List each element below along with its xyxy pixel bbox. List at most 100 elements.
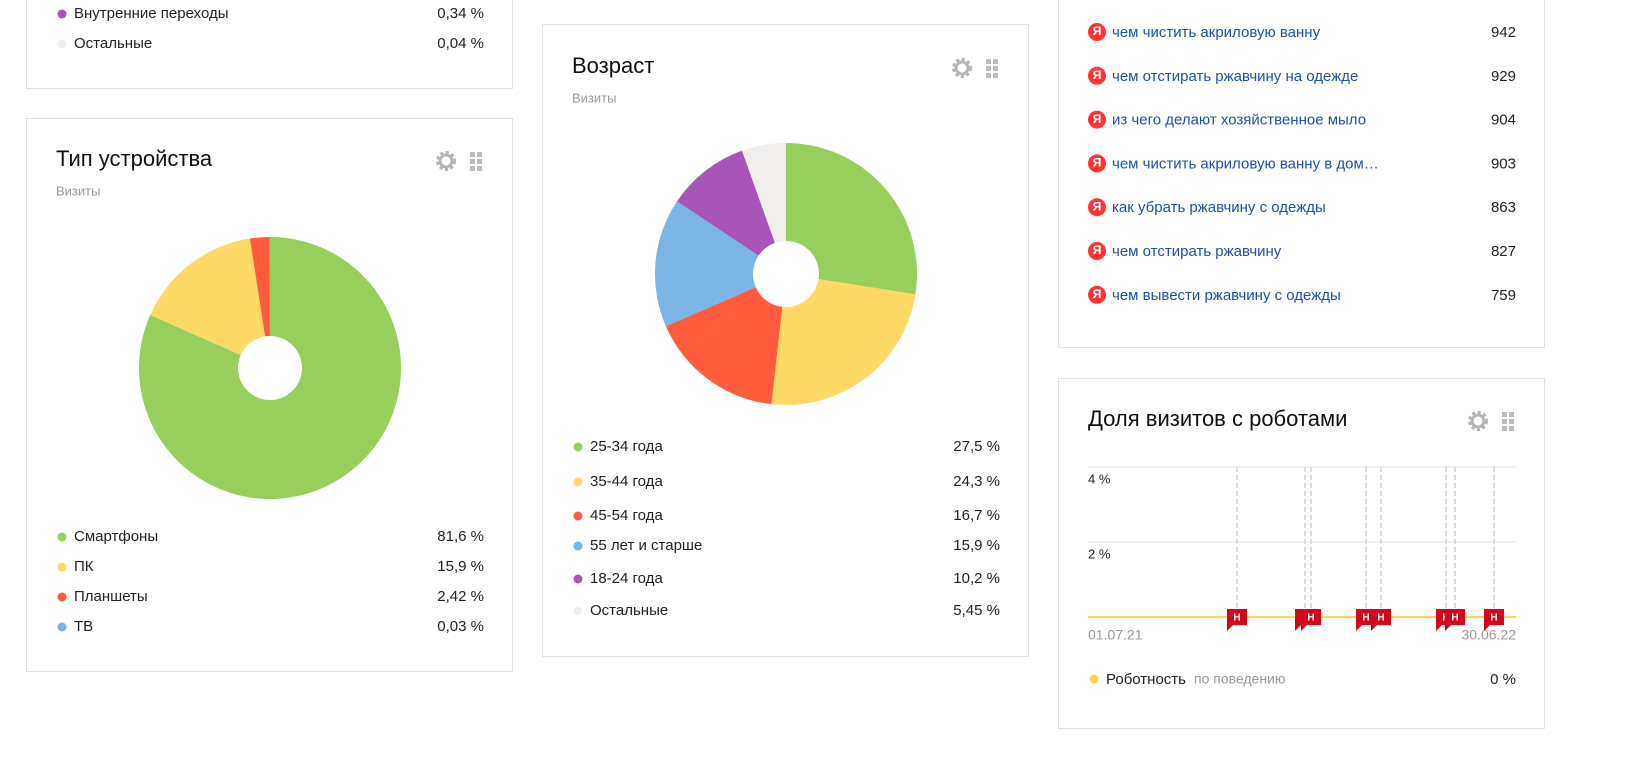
drag-handle [1502,426,1507,431]
pie-slice [665,274,786,405]
visits: 903 [1491,155,1516,172]
annotation-marker[interactable] [1301,609,1321,631]
annotation-marker[interactable] [1371,609,1391,631]
legend-dot [573,442,583,452]
search-phrase[interactable]: из чего делают хозяйственное мыло [1112,112,1366,129]
search-engine-icon [1088,285,1106,304]
drag-handle [986,66,991,71]
legend-value: 16,7 % [953,507,1000,524]
search-phrase[interactable]: чем отстирать ржавчину на одежде [1112,68,1358,85]
legend-value: 15,9 % [437,558,484,575]
pie-slice [150,238,270,368]
drag-handle [477,152,482,157]
legend-value: 27,5 % [953,438,1000,455]
annotation-marker[interactable] [1445,609,1465,631]
annotation-label: Н [1451,613,1458,624]
legend-value: 15,9 % [953,537,1000,554]
annotation-marker[interactable] [1227,609,1247,631]
x-axis-label: 01.07.21 [1088,627,1143,643]
legend-dot [573,606,583,616]
legend-value: 0,03 % [437,618,484,635]
visits: 827 [1491,243,1516,260]
widget-card [26,0,513,89]
legend-name: Остальные [74,35,152,52]
search-phrase[interactable]: чем чистить акриловую ванну в дом… [1112,155,1379,172]
search-engine-icon-letter: Я [1093,68,1102,82]
pie-hole [753,241,819,307]
y-tick-label: 4 % [1088,471,1111,486]
widget-controls[interactable] [1468,411,1514,431]
widget-title: Возраст [572,53,654,78]
drag-handle [477,159,482,164]
search-phrase[interactable]: чем отстирать ржавчину [1112,243,1282,260]
pie-hole [238,336,302,400]
search-phrase[interactable]: чем чистить акриловую ванну [1112,24,1321,41]
visits: 759 [1491,287,1516,304]
x-axis-label: 30.06.22 [1462,627,1517,643]
legend-dot [1089,674,1099,684]
drag-handle [986,73,991,78]
legend-name: Внутренние переходы [74,5,229,22]
drag-handle [1502,419,1507,424]
legend-name: 45-54 года [590,507,663,524]
drag-handle [986,59,991,64]
legend-name: ПК [74,558,94,575]
legend-name: 35-44 года [590,473,663,490]
legend-name: 25-34 года [590,438,663,455]
legend-dot [57,532,67,542]
legend-value: 10,2 % [953,570,1000,587]
search-engine-icon [1088,154,1106,173]
pie-slice [742,143,786,274]
search-engine-icon [1088,23,1106,41]
search-engine-icon-letter: Я [1093,243,1102,257]
y-tick-label: 2 % [1088,546,1111,561]
annotation-label: Н [1377,613,1384,624]
widget-title: Доля визитов с роботами [1088,406,1347,431]
drag-handle [1509,419,1514,424]
legend-name: Остальные [590,602,668,619]
search-engine-icon-letter: Я [1093,112,1102,126]
widget-card [1058,378,1545,729]
search-phrase[interactable]: как убрать ржавчину с одежды [1112,199,1326,216]
annotation-label: Н [1233,613,1240,624]
search-engine-icon [1088,198,1106,217]
drag-handle [993,59,998,64]
pie-slice [676,150,786,274]
legend-name: Роботность [1106,671,1186,688]
pie-slice [249,237,270,368]
legend-dot [573,477,583,487]
legend-dot [573,574,583,584]
widget-controls[interactable] [952,58,998,78]
legend-dot [57,592,67,602]
legend-dot [57,562,67,572]
search-engine-icon [1088,242,1106,260]
legend-value: 0,34 % [437,5,484,22]
legend-note: по поведению [1194,671,1285,687]
drag-handle [993,73,998,78]
legend-value: 0,04 % [437,35,484,52]
drag-handle [470,152,475,157]
legend-value: 5,45 % [953,602,1000,619]
drag-handle [477,166,482,171]
settings-icon [436,151,456,171]
settings-icon-core [954,60,970,76]
search-engine-icon-letter: Я [1093,24,1102,38]
legend-value: 0 % [1490,671,1516,688]
visits: 904 [1491,112,1516,129]
legend-dot [573,511,583,521]
settings-icon-core [1470,413,1486,429]
legend-name: 18-24 года [590,570,663,587]
drag-handle [470,166,475,171]
legend-value: 81,6 % [437,528,484,545]
search-engine-icon [1088,110,1106,129]
widget-subtitle: Визиты [572,90,616,105]
settings-icon [1468,411,1488,431]
annotation-marker[interactable] [1484,609,1504,631]
visits: 929 [1491,68,1516,85]
search-engine-icon-letter: Я [1093,287,1102,301]
search-phrase[interactable]: чем вывести ржавчину с одежды [1112,287,1341,304]
legend-value: 2,42 % [437,588,484,605]
widget-subtitle: Визиты [56,183,100,198]
widget-controls[interactable] [436,151,482,171]
